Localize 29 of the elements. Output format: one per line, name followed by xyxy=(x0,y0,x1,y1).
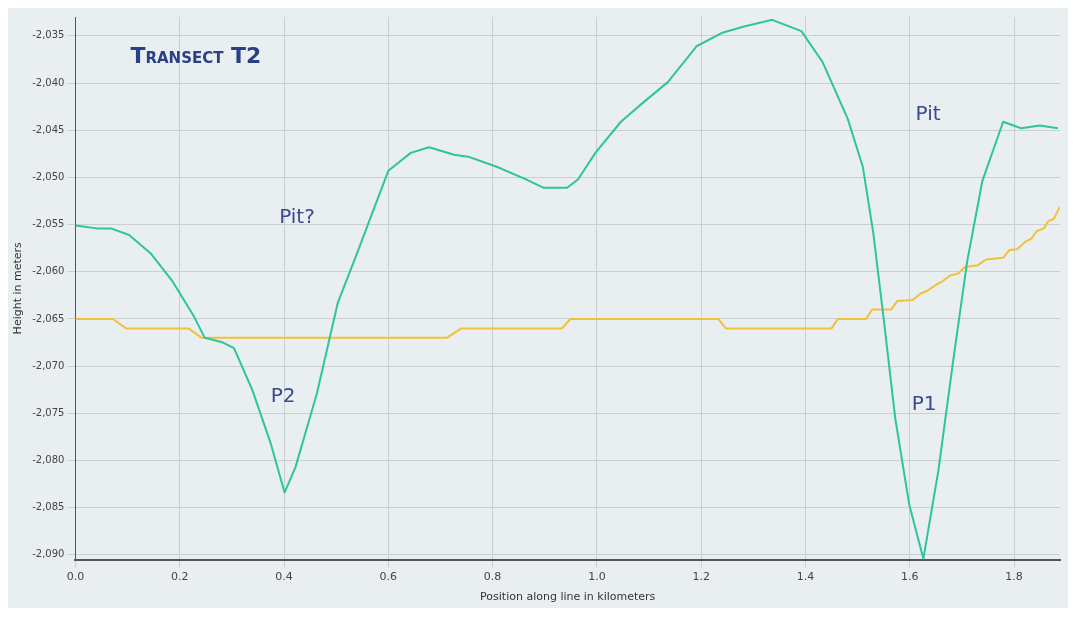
y-tick-label: -2,090 xyxy=(32,548,65,560)
y-tick-label: -2,070 xyxy=(32,359,65,371)
annotation: Pit? xyxy=(279,203,315,228)
y-axis-title: Height in meters xyxy=(11,241,25,335)
y-tick-label: -2,035 xyxy=(32,29,65,41)
x-tick-label: 0.2 xyxy=(170,570,189,584)
text: Transect T2 xyxy=(130,42,262,68)
y-tick-label: -2,055 xyxy=(32,218,65,230)
x-tick-label: 1.2 xyxy=(692,570,710,584)
x-tick-label: 1.0 xyxy=(588,570,606,584)
x-tick-label: 0.6 xyxy=(379,570,398,584)
annotation: P1 xyxy=(911,391,937,416)
annotation: P2 xyxy=(270,383,296,408)
x-tick-label: 1.6 xyxy=(901,570,919,584)
x-tick-label: 0.8 xyxy=(483,570,502,584)
y-tick-label: -2,050 xyxy=(32,171,65,183)
x-axis-title: Position along line in kilometers xyxy=(480,590,656,604)
y-tick-label: -2,045 xyxy=(32,123,65,135)
y-tick-label: -2,085 xyxy=(32,501,65,513)
annotation: Pit xyxy=(915,100,941,125)
y-tick-label: -2,065 xyxy=(32,312,65,324)
x-tick-label: 0.0 xyxy=(66,570,85,584)
x-tick-label: 1.8 xyxy=(1005,570,1023,584)
y-tick-label: -2,075 xyxy=(32,406,65,418)
x-tick-label: 0.4 xyxy=(275,570,293,584)
y-tick-label: -2,040 xyxy=(32,76,65,88)
y-tick-label: -2,060 xyxy=(32,265,65,277)
x-tick-label: 1.4 xyxy=(796,570,815,584)
y-tick-label: -2,080 xyxy=(32,454,65,466)
